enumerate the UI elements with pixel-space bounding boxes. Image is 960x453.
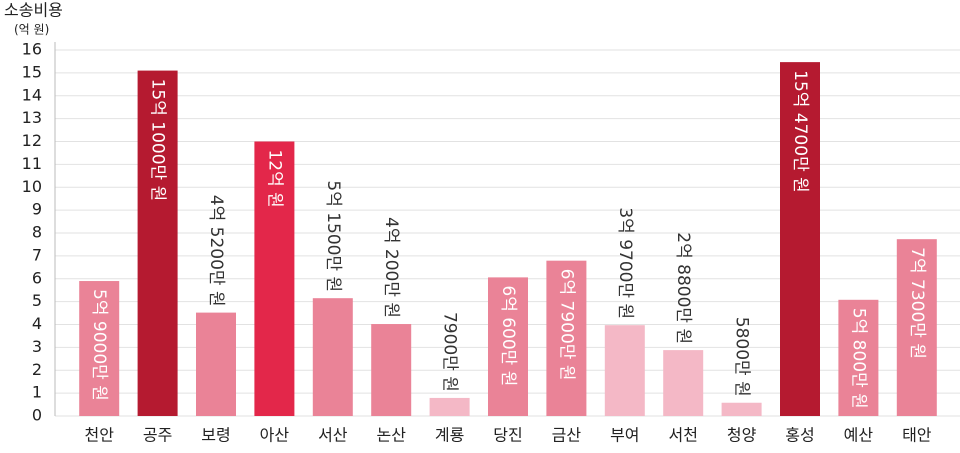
bar xyxy=(838,299,879,416)
bar xyxy=(721,402,762,416)
y-tick-label: 8 xyxy=(32,223,42,242)
y-axis-title: 소송비용 xyxy=(4,1,63,20)
bar xyxy=(312,298,353,416)
bar xyxy=(896,239,937,416)
x-tick-label: 부여 xyxy=(610,426,639,445)
y-tick-label: 13 xyxy=(22,108,42,127)
x-tick-label: 태안 xyxy=(902,426,932,445)
bar xyxy=(429,397,470,416)
y-tick-label: 0 xyxy=(32,406,42,425)
y-tick-label: 7 xyxy=(32,245,42,264)
value-label: 6억 600만 원 xyxy=(498,285,518,386)
bar xyxy=(663,350,704,416)
y-tick-label: 9 xyxy=(32,200,42,219)
value-label: 5억 1500만 원 xyxy=(323,180,343,292)
bar xyxy=(371,324,412,416)
value-label: 15억 1000만 원 xyxy=(148,79,168,202)
x-tick-label: 당진 xyxy=(493,426,522,445)
bar xyxy=(137,70,178,417)
y-tick-label: 12 xyxy=(22,131,42,150)
value-label: 4억 200만 원 xyxy=(381,217,401,318)
value-label: 7억 7300만 원 xyxy=(907,247,927,359)
bar xyxy=(780,62,820,416)
x-tick-label: 논산 xyxy=(376,426,406,445)
x-tick-label: 아산 xyxy=(260,426,290,445)
y-tick-label: 4 xyxy=(32,314,42,333)
value-label: 5억 800만 원 xyxy=(848,308,868,409)
y-tick-label: 1 xyxy=(32,383,42,402)
bar xyxy=(488,277,528,416)
value-label: 15억 4700만 원 xyxy=(790,70,810,193)
y-tick-label: 14 xyxy=(22,85,42,104)
y-axis-unit: (억 원) xyxy=(14,23,49,37)
value-label: 12억 원 xyxy=(264,150,284,208)
x-tick-label: 보령 xyxy=(201,426,230,445)
value-label: 2억 8800만 원 xyxy=(673,232,693,344)
x-tick-label: 공주 xyxy=(143,426,172,445)
bar xyxy=(196,312,236,416)
x-tick-label: 서산 xyxy=(318,426,348,445)
value-label: 7900만 원 xyxy=(440,312,460,392)
value-label: 4억 5200만 원 xyxy=(206,195,226,307)
y-tick-label: 5 xyxy=(32,291,42,310)
x-tick-label: 예산 xyxy=(844,426,874,445)
value-label: 5억 9000만 원 xyxy=(89,289,109,401)
y-tick-label: 2 xyxy=(32,360,42,379)
x-tick-label: 홍성 xyxy=(785,426,814,445)
x-tick-label: 천안 xyxy=(84,426,114,445)
value-label: 3억 9700만 원 xyxy=(615,207,635,319)
y-tick-label: 11 xyxy=(22,154,42,173)
y-tick-label: 15 xyxy=(22,62,42,81)
bar xyxy=(604,325,645,416)
y-tick-label: 16 xyxy=(22,40,42,59)
x-tick-label: 계룡 xyxy=(435,426,464,445)
x-tick-label: 청양 xyxy=(727,426,757,445)
x-tick-label: 금산 xyxy=(552,426,582,445)
y-tick-label: 10 xyxy=(22,177,42,196)
value-label: 5800만 원 xyxy=(732,317,752,397)
bar xyxy=(79,281,120,416)
value-label: 6억 7900만 원 xyxy=(556,269,576,381)
bar xyxy=(254,141,295,416)
y-tick-label: 6 xyxy=(32,268,42,287)
bar xyxy=(546,260,587,416)
y-tick-label: 3 xyxy=(32,337,42,356)
x-tick-label: 서천 xyxy=(668,426,697,445)
